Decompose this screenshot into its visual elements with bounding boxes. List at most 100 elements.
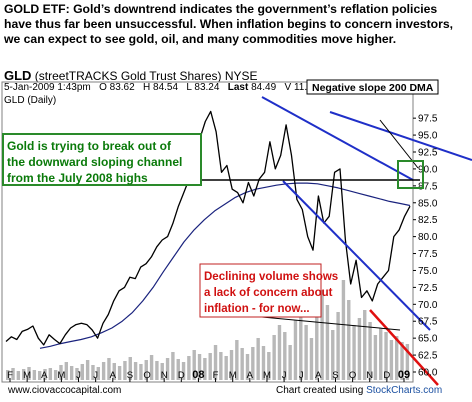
volume-bar [357, 318, 362, 380]
channel-top-line [329, 111, 472, 161]
x-tick-label: O [349, 370, 356, 381]
x-tick-label: J [282, 370, 287, 381]
volume-bar [320, 290, 324, 380]
volume-bar [155, 361, 159, 380]
volume-bar [59, 365, 63, 380]
x-tick-label: 09 [398, 369, 410, 381]
credit-brand[interactable]: StockCharts.com [366, 385, 443, 396]
symbol-header: GLD (streetTRACKS Gold Trust Shares) NYS… [4, 68, 258, 83]
volume-bar [256, 338, 260, 380]
x-tick-label: A [41, 370, 48, 381]
y-tick-label: 97.5 [418, 114, 438, 125]
x-tick-label: J [93, 370, 98, 381]
credit-prefix: Chart created using [276, 385, 367, 396]
open-label: O [99, 82, 107, 93]
volume-bar [75, 368, 79, 380]
volume-bar [112, 363, 116, 380]
site-url[interactable]: www.ciovaccocapital.com [8, 385, 122, 396]
last-label: Last [227, 82, 249, 93]
volume-bar [144, 360, 148, 380]
symbol: GLD [4, 68, 32, 83]
volume-bar [251, 347, 255, 380]
volume-bar [331, 330, 335, 380]
volume-bar [43, 369, 47, 380]
volume-bar [69, 366, 74, 380]
volume-note-line-1: Declining volume shows [204, 271, 338, 283]
volume-bar [240, 348, 244, 380]
volume-bar [352, 325, 356, 380]
x-tick-label: S [332, 370, 338, 381]
x-tick-label: J [299, 370, 304, 381]
breakout-line-2: the downward sloping channel [7, 155, 182, 169]
volume-bar [16, 371, 21, 380]
volume-bar [192, 350, 196, 380]
x-tick-label: F [7, 370, 13, 381]
y-axis: 60.0 62.5 65.0 67.5 70.0 72.5 75.0 77.5 80.0 82.5… [413, 114, 438, 379]
volume-bar [341, 280, 346, 380]
open-value: 83.62 [109, 82, 135, 93]
volume-bar [27, 367, 31, 380]
x-tick-label: D [383, 370, 390, 381]
volume-bar [229, 350, 234, 380]
volume-bar [224, 356, 228, 380]
slope-label-box [306, 79, 439, 95]
x-tick-label: A [110, 370, 117, 381]
volume-bar [37, 371, 42, 380]
volume-bar [315, 315, 319, 380]
x-tick-label: D [178, 370, 185, 381]
volume-bar [347, 300, 351, 380]
x-tick-label: 08 [192, 369, 204, 381]
volume-bar [96, 367, 100, 380]
breakout-highlight-box [397, 160, 424, 189]
volume-bar [149, 355, 154, 380]
volume-trend-line [369, 309, 439, 386]
volume-bar [128, 357, 132, 380]
y-tick-label: 82.5 [418, 215, 438, 226]
volume-bar [133, 362, 138, 380]
y-tick-label: 85.0 [418, 198, 438, 209]
headline-text: Gold’s downtrend indicates the governmen… [4, 2, 453, 46]
x-tick-label: N [366, 370, 373, 381]
volume-bar [368, 322, 372, 380]
volume-bar [288, 345, 292, 380]
volume-bar [389, 340, 394, 380]
volume-bar [171, 352, 175, 380]
breakout-line-1: Gold is trying to break out of [7, 139, 172, 153]
chart-credit: Chart created using StockCharts.com [276, 385, 442, 396]
volume-bar [261, 346, 266, 380]
y-tick-label: 65.0 [418, 334, 438, 345]
x-tick-label: A [247, 370, 254, 381]
breakout-line-3: from the July 2008 highs [7, 171, 148, 185]
volume-bar [277, 325, 282, 380]
chart-frame [1, 81, 414, 383]
volume-bar [325, 305, 330, 380]
volume-bar [405, 344, 410, 380]
x-tick-label: J [76, 370, 81, 381]
channel-upper-line [261, 96, 414, 181]
volume-bar [181, 362, 186, 380]
volume-bar [304, 325, 308, 380]
volume-bar [165, 358, 170, 380]
volume-bar [101, 362, 106, 380]
y-tick-label: 70.0 [418, 300, 438, 311]
y-tick-label: 77.5 [418, 249, 438, 260]
ma200-line [39, 182, 411, 349]
volume-bar [267, 352, 271, 380]
low-value: 83.24 [194, 82, 220, 93]
volume-bar [213, 345, 218, 380]
price-layer [5, 110, 411, 346]
volume-note-line-3: inflation - for now... [204, 303, 310, 315]
volume-bar [117, 366, 122, 380]
volume-bar [139, 364, 143, 380]
y-tick-label: 87.5 [418, 181, 438, 192]
high-value: 84.54 [153, 82, 179, 93]
high-label: H [143, 82, 151, 93]
x-tick-label: M [23, 370, 31, 381]
last-value: 84.49 [251, 82, 277, 93]
breakout-box [2, 133, 202, 186]
volume-bar [208, 353, 212, 380]
volume-bar [203, 358, 207, 380]
x-tick-label: M [263, 370, 271, 381]
volume-bar [85, 360, 90, 380]
